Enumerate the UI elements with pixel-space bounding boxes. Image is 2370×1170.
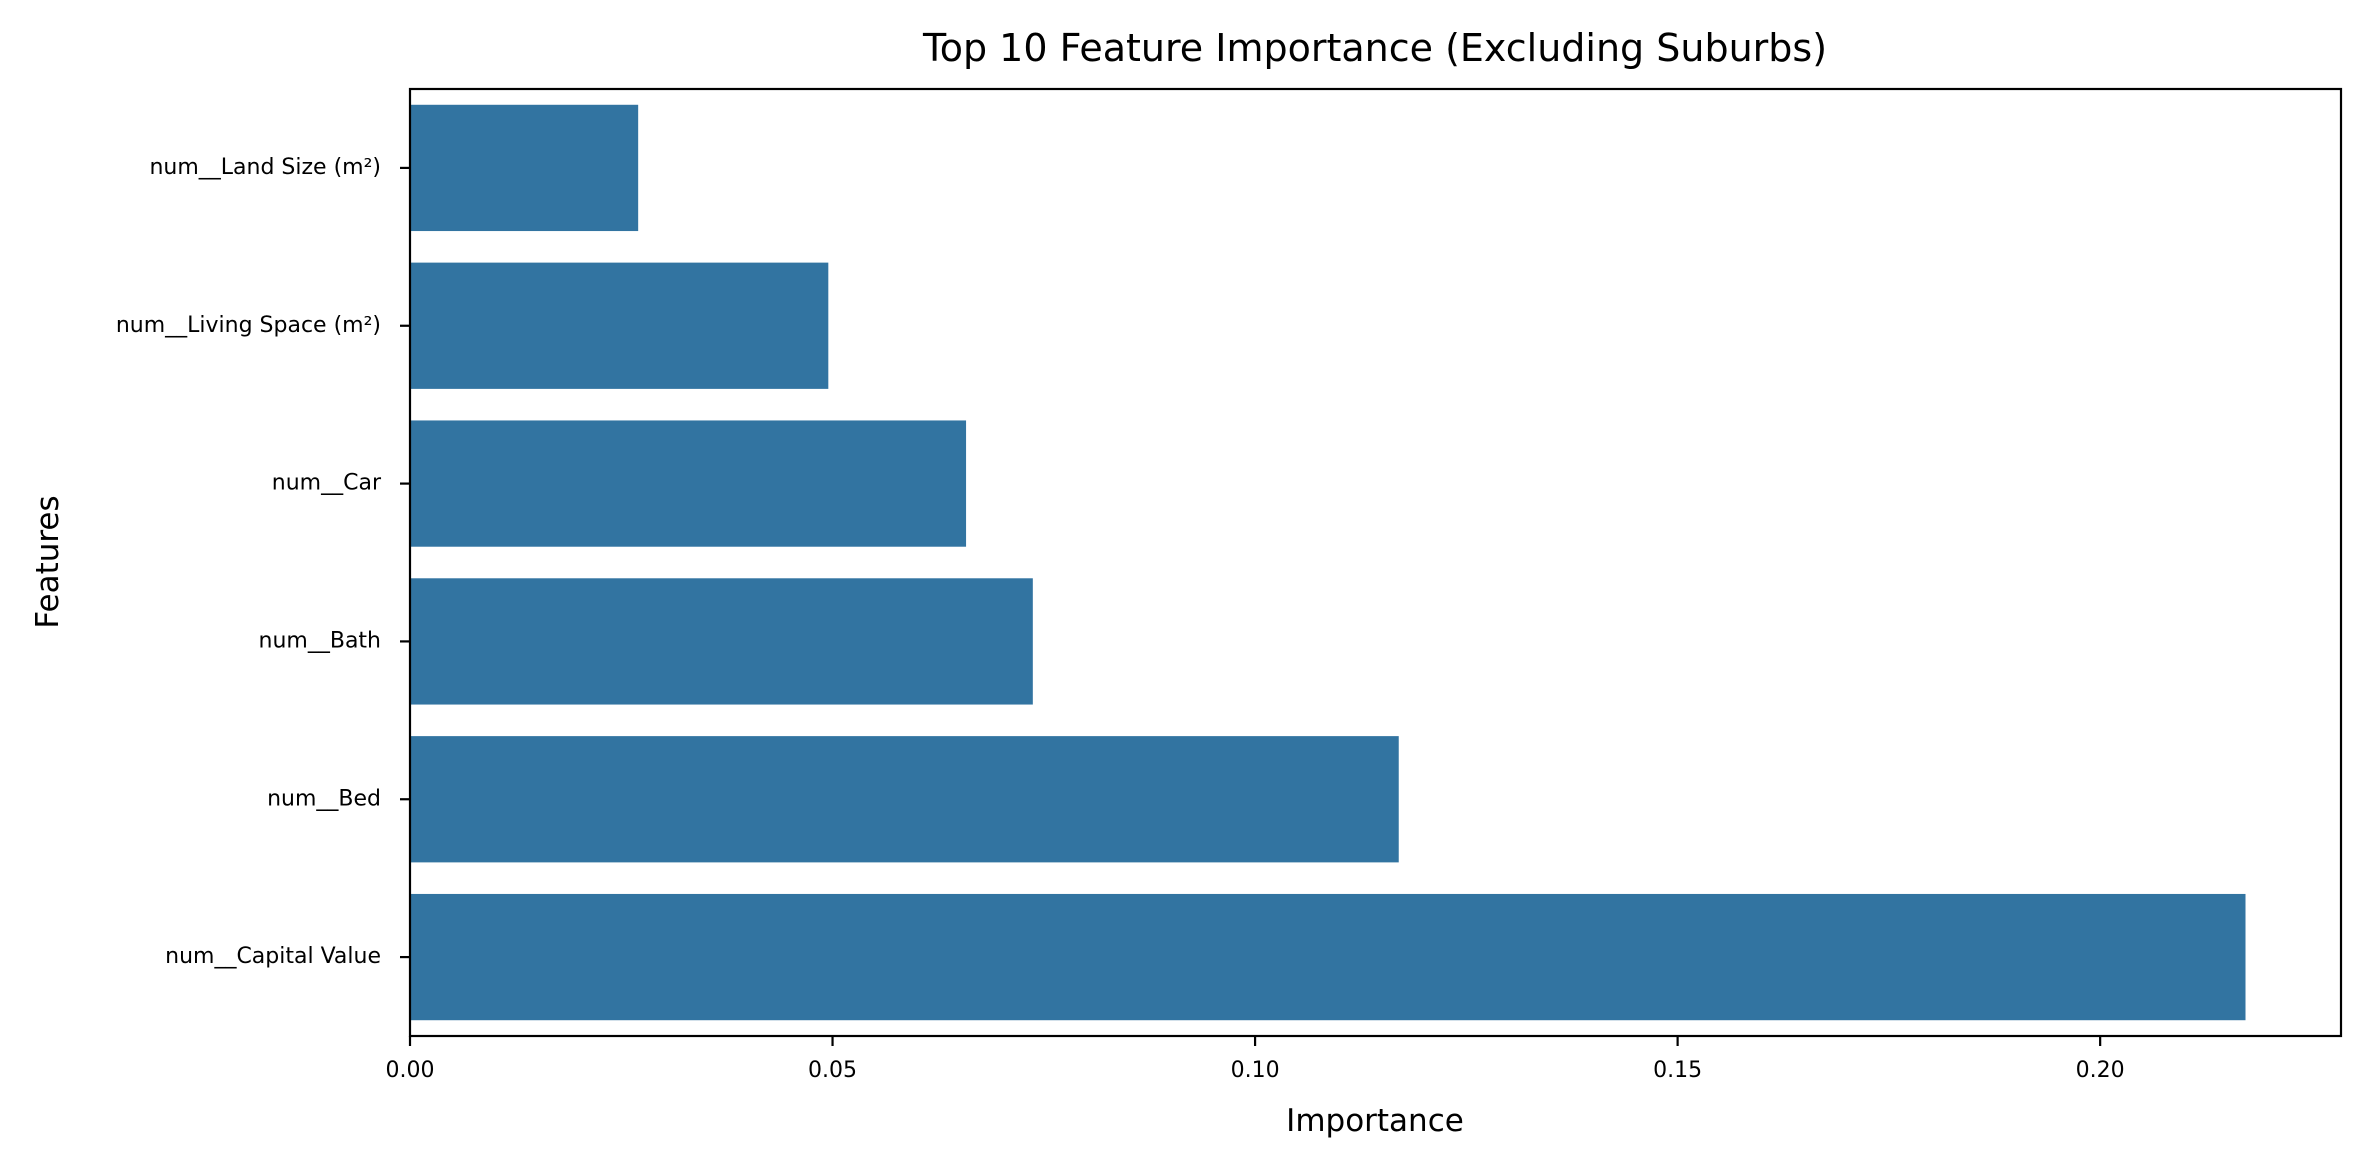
y-tick-label: num__Car [272,471,382,496]
x-axis-label: Importance [1286,1103,1464,1139]
y-tick-label: num__Capital Value [165,944,381,969]
x-tick-label: 0.15 [1653,1058,1702,1083]
bar-num-land-size-m [410,104,639,232]
bar-num-bath [410,578,1033,705]
x-tick-label: 0.20 [2076,1058,2125,1083]
bar-num-living-space-m [410,262,829,389]
y-tick-label: num__Bed [267,786,381,811]
x-tick-label: 0.00 [386,1058,435,1083]
x-tick-label: 0.05 [808,1058,857,1083]
y-tick-label: num__Living Space (m²) [116,313,381,338]
bar-num-car [410,420,967,547]
y-tick-label: num__Bath [259,628,381,653]
y-axis-label: Features [30,495,66,628]
x-tick-label: 0.10 [1231,1058,1280,1083]
x-axis-ticks: 0.00 0.05 0.10 0.15 0.20 [386,1036,2125,1083]
y-axis-ticks: num__Land Size (m²) num__Living Space (m²… [116,155,410,969]
bar-num-capital-value [410,893,2246,1021]
plot-frame [408,87,2343,1038]
bars-layer [410,104,2246,1021]
chart-title: Top 10 Feature Importance (Excluding Sub… [922,26,1827,70]
bar-num-bed [410,736,1399,863]
y-tick-label: num__Land Size (m²) [149,155,381,180]
